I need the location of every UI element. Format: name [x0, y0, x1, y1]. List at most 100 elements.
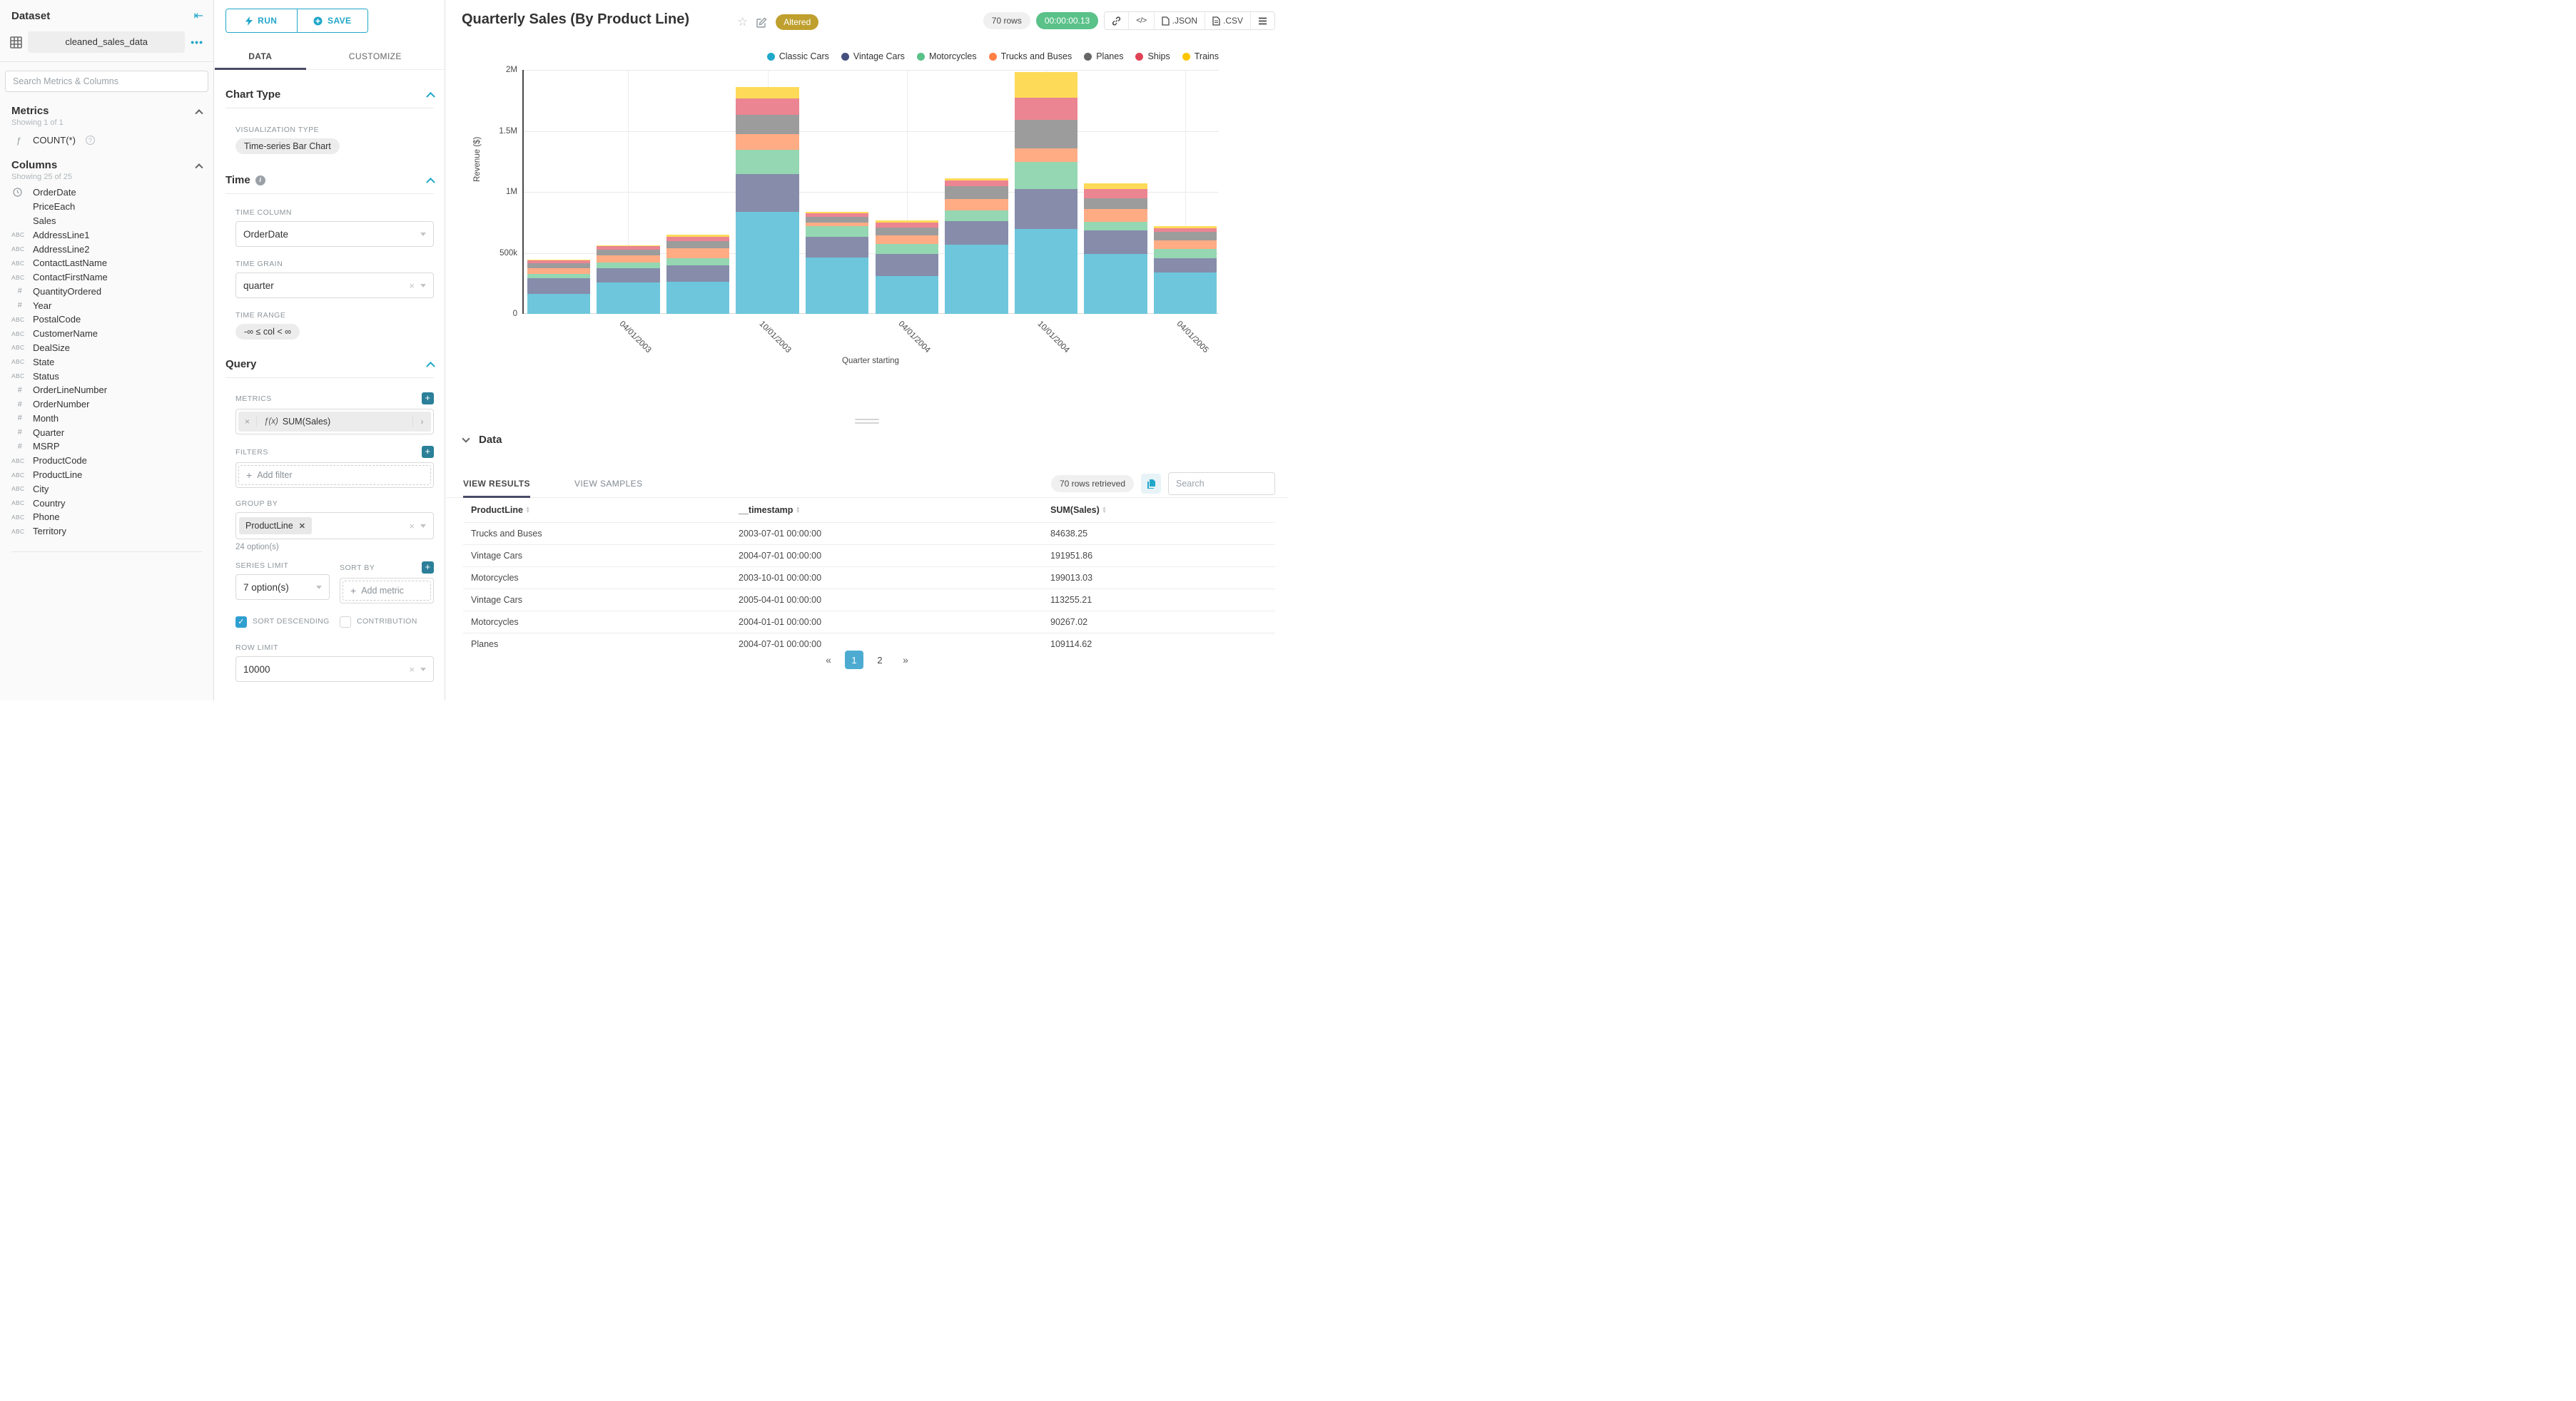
bar-segment[interactable] — [666, 282, 730, 314]
stacked-bar[interactable] — [945, 178, 1008, 314]
bar-segment[interactable] — [736, 87, 799, 98]
bar-segment[interactable] — [1015, 189, 1078, 228]
bar-segment[interactable] — [1015, 148, 1078, 163]
search-metrics-columns-input[interactable] — [5, 71, 208, 92]
bar-chart-plot[interactable] — [522, 70, 1219, 314]
stacked-bar[interactable] — [876, 220, 939, 314]
column-item[interactable]: Status — [0, 369, 213, 383]
bar-segment[interactable] — [806, 217, 869, 223]
bar-segment[interactable] — [1154, 258, 1217, 272]
bar-segment[interactable] — [876, 223, 939, 228]
bar-segment[interactable] — [736, 134, 799, 149]
add-metric-button[interactable]: + — [422, 392, 434, 404]
column-item[interactable]: AddressLine2 — [0, 242, 213, 256]
save-button[interactable]: SAVE — [298, 9, 368, 32]
bar-segment[interactable] — [527, 278, 591, 294]
clear-icon[interactable]: × — [409, 280, 415, 291]
bar-segment[interactable] — [597, 250, 660, 255]
column-item[interactable]: Territory — [0, 524, 213, 539]
column-item[interactable]: City — [0, 482, 213, 496]
bar-segment[interactable] — [736, 115, 799, 134]
stacked-bar[interactable] — [666, 235, 730, 314]
column-item[interactable]: ProductLine — [0, 468, 213, 482]
legend-item[interactable]: Trains — [1182, 51, 1219, 61]
bar-segment[interactable] — [666, 258, 730, 265]
copy-data-icon[interactable] — [1141, 474, 1161, 494]
export-json-button[interactable]: .JSON — [1155, 12, 1205, 29]
bar-segment[interactable] — [806, 237, 869, 257]
column-item[interactable]: MSRP — [0, 439, 213, 454]
bar-segment[interactable] — [806, 258, 869, 314]
page-number[interactable]: 2 — [871, 651, 889, 669]
bar-segment[interactable] — [597, 282, 660, 314]
metric-item[interactable]: ƒ COUNT(*) ? — [0, 130, 213, 151]
column-item[interactable]: QuantityOrdered — [0, 284, 213, 298]
row-limit-select[interactable]: 10000 × — [235, 656, 434, 682]
metric-chip[interactable]: × ƒ(x) SUM(Sales) › — [238, 412, 431, 432]
column-item[interactable]: OrderLineNumber — [0, 383, 213, 397]
bar-segment[interactable] — [736, 98, 799, 115]
column-item[interactable]: Sales — [0, 214, 213, 228]
stacked-bar[interactable] — [736, 87, 799, 314]
time-column-select[interactable]: OrderDate — [235, 221, 434, 247]
tab-view-results[interactable]: VIEW RESULTS — [463, 469, 530, 497]
bar-segment[interactable] — [876, 254, 939, 276]
clear-icon[interactable]: × — [409, 521, 415, 531]
column-item[interactable]: PostalCode — [0, 312, 213, 327]
viz-type-value[interactable]: Time-series Bar Chart — [235, 138, 340, 154]
legend-item[interactable]: Motorcycles — [917, 51, 977, 61]
column-item[interactable]: ContactFirstName — [0, 270, 213, 285]
bar-segment[interactable] — [597, 255, 660, 263]
altered-badge[interactable]: Altered — [776, 14, 818, 30]
page-next[interactable]: » — [896, 651, 915, 669]
tab-data[interactable]: DATA — [215, 43, 306, 69]
stacked-bar[interactable] — [1084, 183, 1147, 314]
bar-segment[interactable] — [945, 186, 1008, 200]
stacked-bar[interactable] — [1154, 226, 1217, 314]
share-link-icon[interactable] — [1105, 12, 1129, 29]
data-collapse-icon[interactable] — [462, 434, 470, 442]
collapse-sidebar-icon[interactable]: ⇤ — [194, 9, 203, 23]
legend-item[interactable]: Ships — [1135, 51, 1170, 61]
stacked-bar[interactable] — [806, 212, 869, 314]
favorite-star-icon[interactable]: ☆ — [737, 15, 748, 29]
column-item[interactable]: Phone — [0, 510, 213, 524]
bar-segment[interactable] — [876, 244, 939, 254]
time-collapse-icon[interactable] — [426, 178, 435, 187]
column-item[interactable]: PriceEach — [0, 200, 213, 214]
tab-view-samples[interactable]: VIEW SAMPLES — [574, 469, 643, 497]
bar-segment[interactable] — [736, 212, 799, 314]
legend-item[interactable]: Trucks and Buses — [989, 51, 1073, 61]
column-item[interactable]: DealSize — [0, 341, 213, 355]
column-item[interactable]: Month — [0, 412, 213, 426]
bar-segment[interactable] — [527, 268, 591, 274]
bar-segment[interactable] — [527, 263, 591, 268]
bar-segment[interactable] — [945, 245, 1008, 314]
stacked-bar[interactable] — [527, 260, 591, 314]
export-csv-button[interactable]: .CSV — [1205, 12, 1251, 29]
help-icon[interactable]: ? — [86, 136, 95, 145]
column-item[interactable]: ContactLastName — [0, 256, 213, 270]
stacked-bar[interactable] — [1015, 72, 1078, 314]
bar-segment[interactable] — [1015, 98, 1078, 120]
remove-tag-icon[interactable]: ✕ — [299, 521, 305, 531]
time-range-value[interactable]: -∞ ≤ col < ∞ — [235, 324, 300, 340]
bar-segment[interactable] — [876, 235, 939, 244]
bar-segment[interactable] — [1084, 189, 1147, 198]
legend-item[interactable]: Classic Cars — [767, 51, 829, 61]
bar-segment[interactable] — [1015, 162, 1078, 189]
groupby-select[interactable]: ProductLine✕ × — [235, 512, 434, 539]
bar-segment[interactable] — [597, 263, 660, 268]
column-item[interactable]: CustomerName — [0, 327, 213, 341]
bar-segment[interactable] — [1084, 230, 1147, 253]
column-item[interactable]: State — [0, 355, 213, 369]
bar-segment[interactable] — [945, 199, 1008, 210]
run-button[interactable]: RUN — [226, 9, 298, 32]
legend-item[interactable]: Vintage Cars — [841, 51, 905, 61]
bar-segment[interactable] — [1084, 183, 1147, 189]
bar-segment[interactable] — [1015, 120, 1078, 148]
table-row[interactable]: Motorcycles2004-01-01 00:00:0090267.02 — [463, 611, 1275, 633]
dataset-options-menu[interactable]: ••• — [191, 36, 203, 48]
bar-segment[interactable] — [1154, 272, 1217, 314]
embed-code-icon[interactable]: </> — [1129, 12, 1154, 29]
